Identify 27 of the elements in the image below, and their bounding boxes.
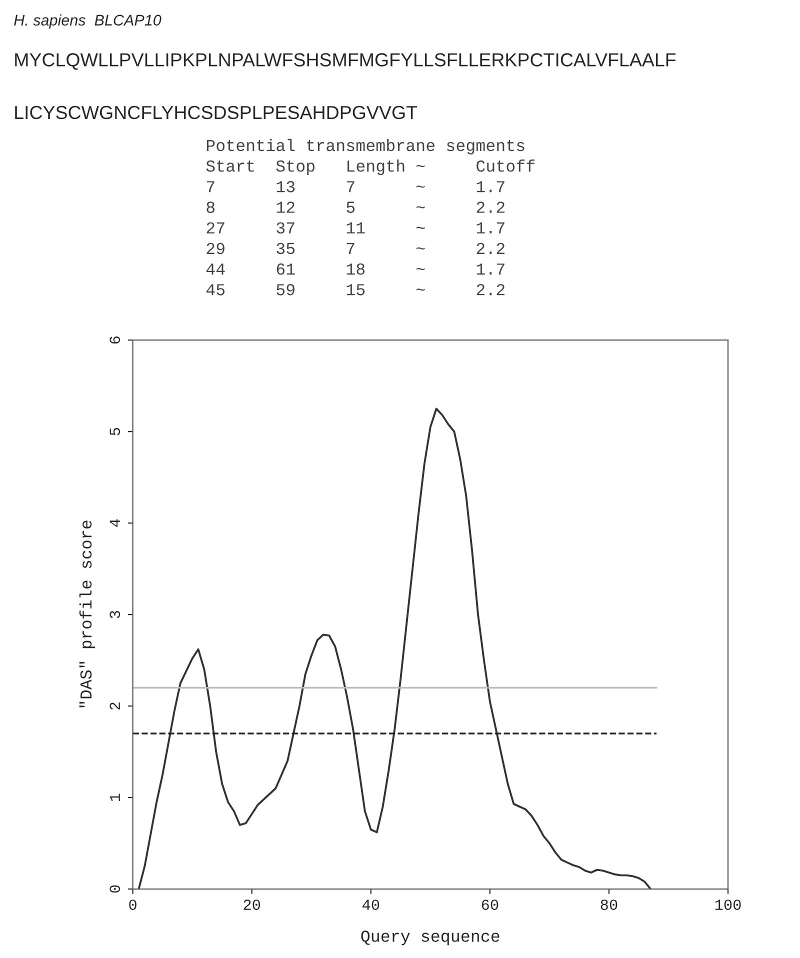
x-tick-label: 100 [715,900,741,910]
x-tick-label: 60 [482,900,498,910]
y-axis-title: "DAS" profile score [79,520,95,708]
text: 29 35 7 ~ 2.2 [206,242,504,254]
y-tick-label: 3 [110,610,120,618]
y-tick-label: 1 [110,794,120,802]
y-tick-label: 5 [110,428,120,436]
y-tick-label: 4 [110,519,120,527]
line-series [138,408,652,890]
text: MYCLQWLLPVLLIPKPLNPALWFSHSMFMGFYLLSFLLERKPCTICALVFLAALF [15,53,676,70]
y-tick-label: 6 [110,336,120,344]
text: Potential transmembrane segments [206,138,524,154]
text: 44 61 18 ~ 1.7 [206,263,504,275]
text: 45 59 15 ~ 2.2 [206,284,504,296]
y-tick-label: 2 [110,702,120,710]
text: Start Stop Length ~ Cutoff [206,160,535,176]
x-tick-label: 20 [244,900,260,910]
text: 7 13 7 ~ 1.7 [206,181,504,192]
y-tick-label: 0 [110,885,120,893]
text: LICYSCWGNCFLYHCSDSPLPESAHDPGVVGT [15,106,418,120]
x-tick-label: 80 [600,900,618,910]
text: 27 37 11 ~ 1.7 [206,222,504,234]
x-tick-label: 0 [129,900,136,910]
x-axis-title: Query sequence [361,930,500,946]
chart-title: H. sapiens BLCAP10 [14,14,162,29]
x-tick-label: 40 [362,900,380,910]
text: 8 12 5 ~ 2.2 [206,202,504,213]
